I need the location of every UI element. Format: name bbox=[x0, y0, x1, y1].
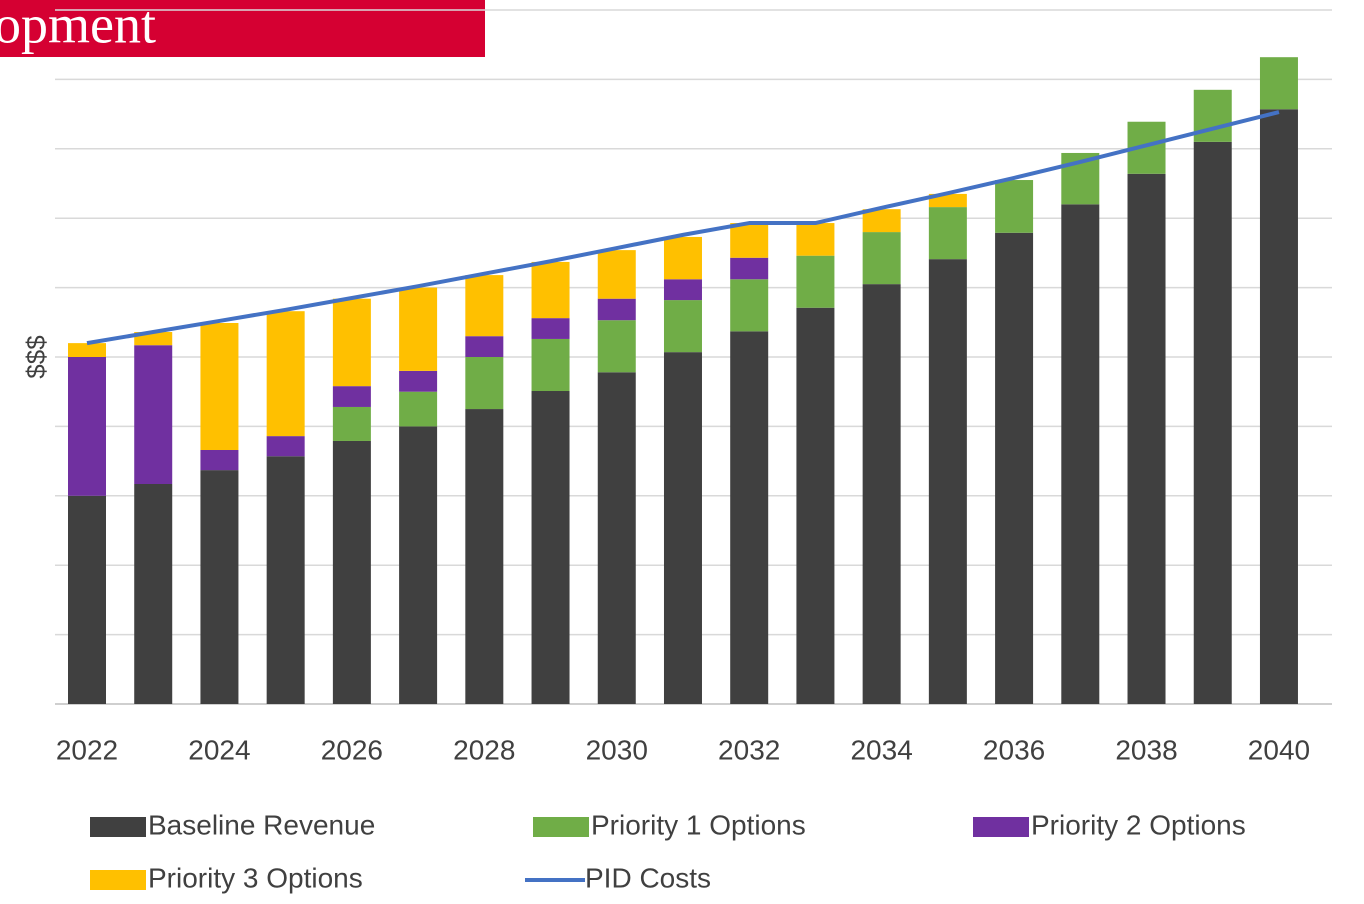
bar-segment bbox=[200, 470, 239, 704]
bar-segment bbox=[68, 343, 106, 357]
bar-segment bbox=[200, 322, 239, 450]
x-tick-label: 2040 bbox=[1248, 734, 1310, 765]
bar-segment bbox=[266, 436, 305, 457]
bar-segment bbox=[663, 300, 702, 353]
x-tick-label: 2034 bbox=[850, 734, 912, 765]
bar-segment bbox=[928, 259, 967, 704]
bar-segment bbox=[266, 456, 305, 704]
bar-segment bbox=[332, 298, 371, 387]
bar-segment bbox=[332, 386, 371, 407]
bar-segment bbox=[1061, 204, 1100, 704]
x-tick-label: 2024 bbox=[188, 734, 250, 765]
bar-segment bbox=[1127, 173, 1166, 704]
x-tick-label: 2032 bbox=[718, 734, 780, 765]
legend-swatch bbox=[90, 870, 146, 890]
bar-segment bbox=[332, 406, 371, 441]
bar-segment bbox=[796, 307, 835, 704]
bar-segment bbox=[465, 336, 504, 357]
x-tick-label: 2036 bbox=[983, 734, 1045, 765]
bar-segment bbox=[862, 284, 901, 704]
bar-segment bbox=[399, 426, 438, 704]
x-tick-label: 2030 bbox=[586, 734, 648, 765]
bar-segment bbox=[597, 250, 636, 299]
bar-segment bbox=[531, 261, 570, 319]
bar-segment bbox=[200, 449, 239, 471]
bar-segment bbox=[266, 311, 305, 437]
x-tick-label: 2028 bbox=[453, 734, 515, 765]
bar-segment bbox=[796, 223, 835, 256]
bar-segment bbox=[862, 209, 901, 233]
legend-swatch bbox=[533, 817, 589, 837]
bar-segment bbox=[399, 370, 438, 392]
bar-segment bbox=[730, 331, 769, 704]
bar-segment bbox=[531, 318, 570, 339]
legend-label: Priority 3 Options bbox=[148, 862, 363, 893]
x-tick-label: 2026 bbox=[321, 734, 383, 765]
bar-segment bbox=[531, 391, 570, 704]
legend-label: PID Costs bbox=[585, 862, 711, 893]
bar-segment bbox=[730, 257, 769, 280]
bar-segment bbox=[465, 357, 504, 410]
bar-segment bbox=[134, 345, 173, 485]
bar-segment bbox=[995, 180, 1034, 233]
bar-segment bbox=[531, 338, 570, 392]
bar-segment bbox=[1193, 141, 1232, 705]
y-axis-label: $$$ bbox=[21, 335, 51, 379]
bar-segment bbox=[862, 232, 901, 285]
bar-segment bbox=[68, 357, 106, 496]
bar-segment bbox=[597, 298, 636, 321]
bar-segment bbox=[597, 372, 636, 704]
bar-segment bbox=[399, 287, 438, 371]
x-tick-label: 2038 bbox=[1115, 734, 1177, 765]
line-series bbox=[86, 110, 1280, 346]
bar-segment bbox=[332, 440, 371, 704]
bar-segment bbox=[663, 279, 702, 301]
bar-segment bbox=[68, 495, 106, 704]
bar-segment bbox=[597, 320, 636, 373]
bar-segment bbox=[663, 236, 702, 280]
bar-segment bbox=[399, 391, 438, 427]
x-tick-label: 2022 bbox=[56, 734, 118, 765]
bar-segment bbox=[465, 275, 504, 337]
legend-swatch bbox=[973, 817, 1029, 837]
legend-label: Priority 2 Options bbox=[1031, 809, 1246, 840]
bar-segment bbox=[465, 409, 504, 704]
legend-swatch bbox=[90, 817, 146, 837]
bar-segment bbox=[663, 352, 702, 704]
bar-segment bbox=[134, 484, 173, 704]
legend-label: Baseline Revenue bbox=[148, 809, 375, 840]
bar-segment bbox=[928, 207, 967, 260]
bar-segment bbox=[730, 279, 769, 332]
bar-segment bbox=[796, 255, 835, 308]
bar-segment bbox=[1259, 109, 1298, 704]
bar-segment bbox=[1259, 57, 1298, 110]
page-title: opment bbox=[0, 0, 156, 54]
legend-label: Priority 1 Options bbox=[591, 809, 806, 840]
bar-segment bbox=[730, 223, 769, 258]
bar-segment bbox=[995, 232, 1034, 705]
